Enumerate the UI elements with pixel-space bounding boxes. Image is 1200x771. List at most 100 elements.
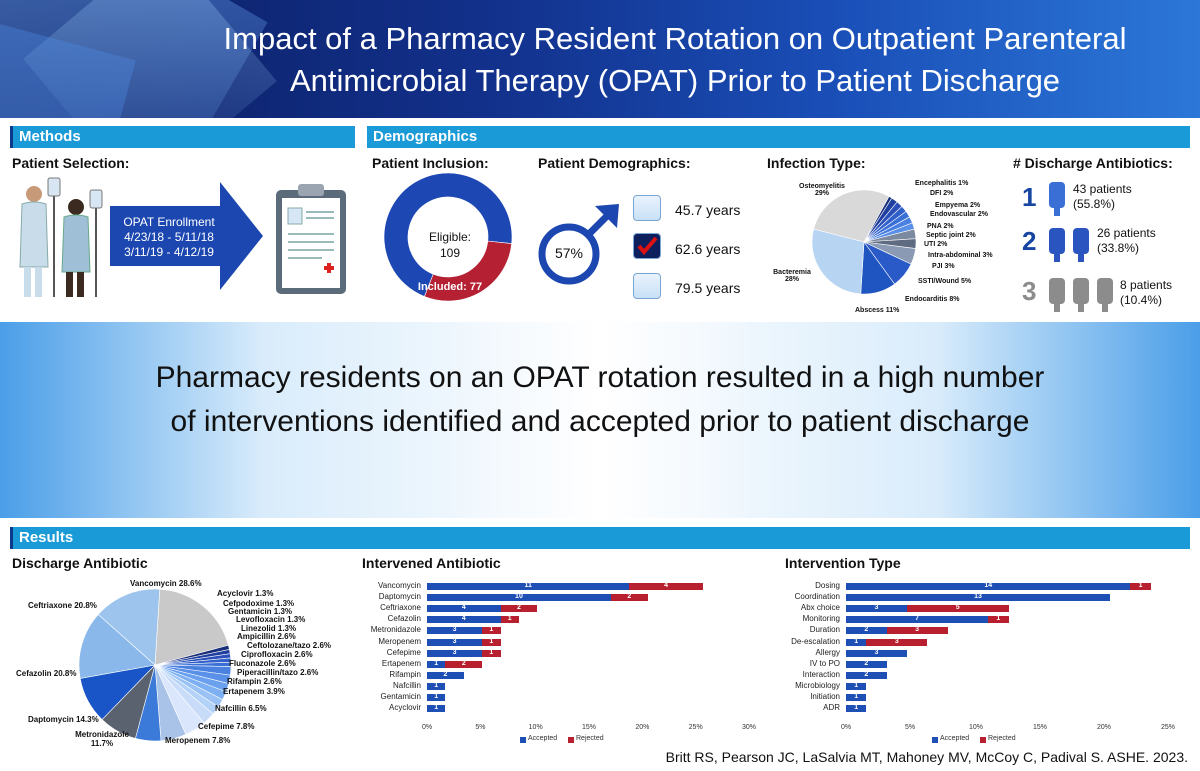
bar-category-label: Cefazolin (387, 614, 421, 624)
age-box (633, 273, 661, 299)
abx-slice (97, 588, 161, 666)
bar-accepted: 4 (427, 615, 501, 624)
bar-accepted-value: 7 (915, 615, 920, 623)
abx-patients: 43 patients (1073, 182, 1132, 196)
bar-accepted: 1 (846, 693, 867, 701)
abx-label: Piperacillin/tazo 2.6% (237, 668, 319, 677)
patient-inclusion-label: Patient Inclusion: (372, 155, 489, 171)
enrollment-line: 3/11/19 - 4/12/19 (124, 245, 214, 259)
abx-label: Cefpodoxime 1.3% (223, 599, 295, 608)
age-max: 79.5 years (675, 280, 741, 296)
bar-rejected: 1 (482, 648, 501, 657)
abx-label: Vancomycin 28.6% (130, 579, 202, 588)
bar-rejected: 1 (500, 615, 519, 624)
abx-count-2: 2 (1022, 226, 1037, 256)
bar-accepted-value: 3 (452, 637, 457, 645)
axis-tick-label: 10% (969, 724, 984, 732)
bar-rejected-value: 5 (955, 604, 960, 612)
bar-rejected: 1 (482, 626, 501, 635)
abx-label: Acyclovir 1.3% (217, 589, 274, 598)
bar-accepted-value: 1 (434, 659, 439, 667)
infection-label: PJI 3% (932, 263, 955, 270)
abx-label: Gentamicin 1.3% (228, 607, 293, 616)
results-heading: Results (10, 527, 1190, 549)
intervention-type-label: Intervention Type (785, 555, 901, 571)
bar-category-label: Rifampin (389, 669, 421, 679)
bar-accepted: 1 (846, 638, 867, 646)
bar-accepted-value: 3 (452, 648, 457, 656)
abx-percent: (10.4%) (1120, 293, 1163, 307)
male-symbol-icon (538, 204, 619, 285)
bar-accepted-value: 1 (434, 693, 439, 700)
bar-rejected-value: 1 (1138, 582, 1143, 589)
bar-category-label: Ceftriaxone (380, 603, 421, 613)
abx-label: Ertapenem 3.9% (223, 687, 285, 696)
eligible-label: Eligible: (428, 230, 472, 244)
bar-category-label: Coordination (794, 592, 840, 602)
bar-accepted: 3 (427, 626, 483, 635)
header-banner: Impact of a Pharmacy Resident Rotation o… (0, 0, 1200, 118)
bar-rejected-value: 3 (915, 626, 920, 634)
bar-rejected-value: 1 (489, 637, 494, 645)
axis-tick-label: 30% (742, 724, 757, 732)
abx-patients: 26 patients (1097, 226, 1156, 240)
axis-tick-label: 20% (1097, 724, 1112, 732)
bar-rejected: 2 (445, 659, 483, 668)
legend-swatch (520, 737, 526, 744)
infection-label: UTI 2% (924, 241, 948, 248)
bar-accepted-value: 1 (854, 693, 859, 700)
axis-tick-label: 25% (1161, 724, 1176, 732)
patient-demographics-label: Patient Demographics: (538, 155, 691, 171)
abx-label: Daptomycin 14.3% (28, 715, 99, 724)
bar-accepted: 1 (427, 704, 446, 713)
infection-label: Osteomyelitis 29% (799, 183, 845, 197)
axis-tick-label: 0% (422, 724, 433, 732)
abx-row-1-text: 43 patients (55.8%) (1073, 182, 1132, 212)
abx-count-3: 3 (1022, 276, 1037, 306)
key-message: Pharmacy residents on an OPAT rotation r… (155, 361, 1045, 438)
discharge-abx-label: # Discharge Antibiotics: (1013, 155, 1173, 171)
bar-rejected: 5 (906, 604, 1009, 613)
bar-accepted-value: 13 (974, 593, 982, 601)
bar-rejected-value: 1 (996, 615, 1001, 623)
bar-accepted: 3 (846, 649, 907, 657)
bar-accepted: 1 (427, 659, 446, 668)
iv-bags-icon (1049, 182, 1113, 312)
infection-label: Endocarditis 8% (905, 296, 960, 303)
included-label: Included: 77 (417, 281, 483, 293)
legend-label: Rejected (988, 735, 1016, 743)
bar-accepted-value: 10 (515, 593, 523, 601)
abx-row-3-text: 8 patients (10.4%) (1120, 278, 1172, 308)
legend-swatch (568, 737, 574, 744)
bar-accepted: 2 (427, 670, 464, 679)
bar-rejected-value: 3 (894, 637, 899, 645)
bar-accepted-value: 4 (461, 615, 466, 623)
bar-accepted-value: 2 (443, 670, 448, 678)
bar-rejected-value: 1 (489, 648, 494, 656)
bar-category-label: Interaction (802, 669, 840, 679)
bar-accepted-value: 2 (864, 659, 869, 667)
male-percent: 57% (554, 245, 584, 261)
inclusion-slice (383, 172, 513, 297)
abx-label: Ampicillin 2.6% (237, 632, 296, 641)
bar-category-label: Metronidazole (370, 625, 421, 635)
abx-label: Ceftriaxone 20.8% (28, 601, 97, 610)
bar-category-label: Meropenem (378, 636, 421, 646)
legend-label: Accepted (528, 735, 558, 743)
bar-category-label: ADR (823, 703, 840, 713)
demographics-heading: Demographics (367, 126, 1190, 148)
axis-tick-label: 5% (475, 724, 486, 732)
axis-tick-label: 0% (841, 724, 852, 732)
abx-label: Fluconazole 2.6% (229, 659, 296, 668)
axis-tick-label: 10% (528, 724, 543, 732)
bar-accepted: 1 (427, 682, 446, 690)
abx-label: Levofloxacin 1.3% (236, 615, 306, 624)
abx-row-2-text: 26 patients (33.8%) (1097, 226, 1156, 256)
bar-accepted-value: 4 (461, 604, 466, 612)
bar-rejected: 1 (482, 637, 501, 646)
bar-rejected-value: 2 (461, 659, 466, 667)
abx-count-1: 1 (1022, 182, 1037, 212)
legend-swatch (932, 737, 938, 744)
abx-label: Meropenem 7.8% (165, 736, 231, 745)
bar-accepted: 1 (846, 682, 867, 690)
